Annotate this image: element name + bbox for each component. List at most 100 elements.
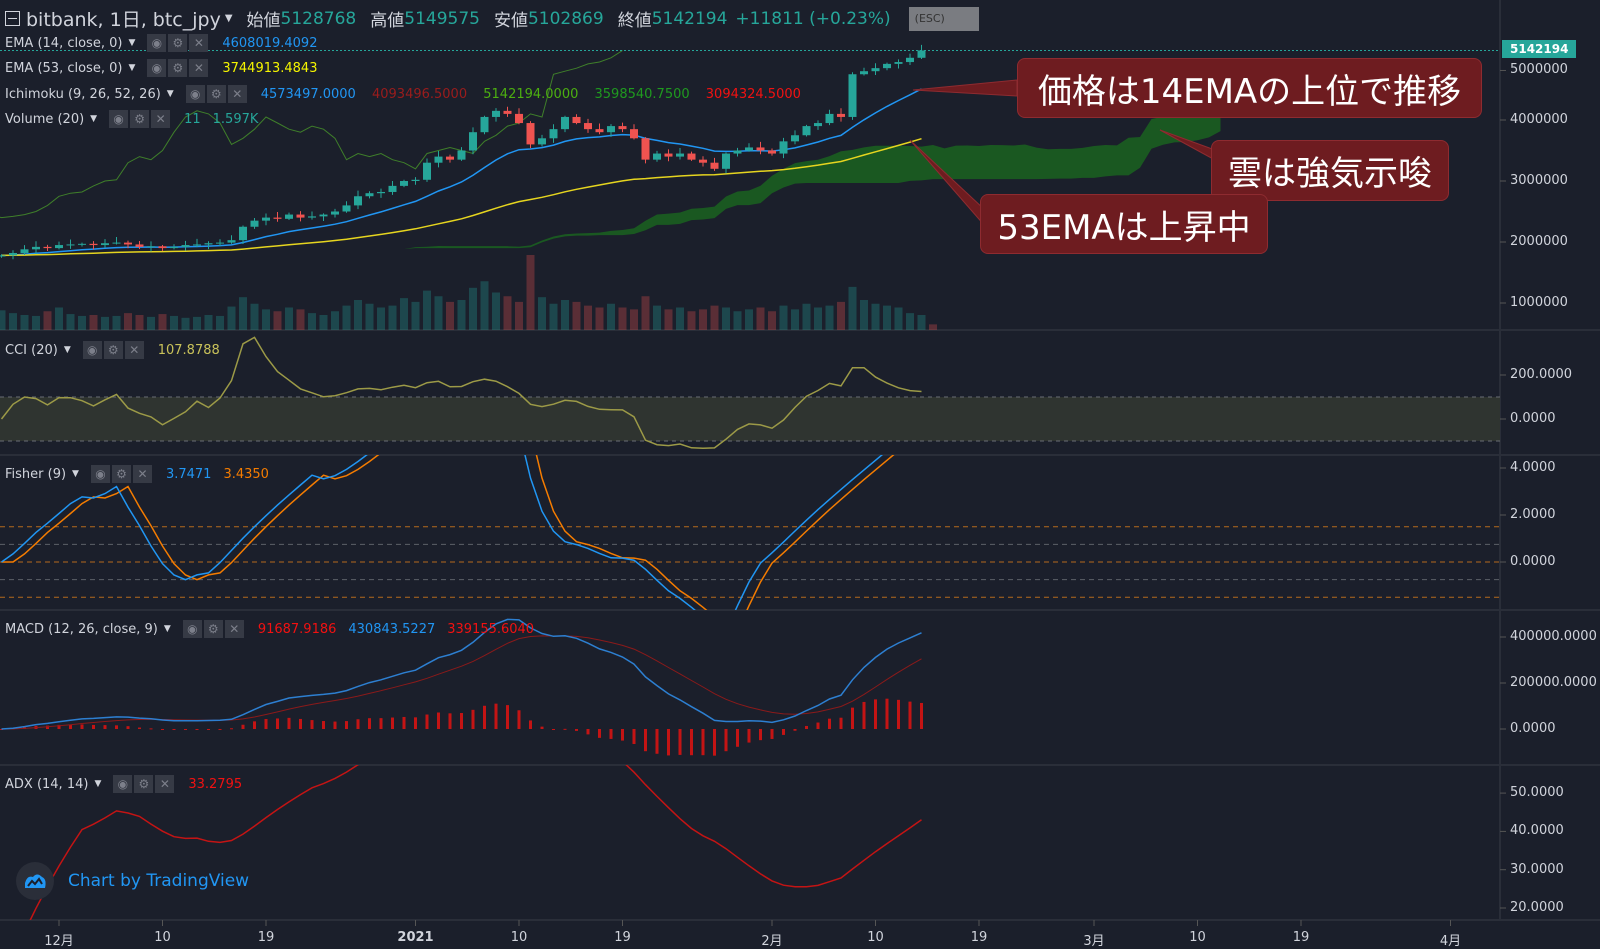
candle-body[interactable] — [917, 50, 926, 58]
candle-body[interactable] — [193, 244, 201, 246]
candle-body[interactable] — [492, 110, 500, 117]
candle-body[interactable] — [331, 211, 339, 215]
candle-body[interactable] — [618, 126, 627, 130]
candle-body[interactable] — [181, 245, 190, 247]
candle-body[interactable] — [365, 193, 374, 197]
candle-body[interactable] — [43, 246, 52, 249]
candle-body[interactable] — [147, 246, 155, 248]
gear-icon[interactable]: ⚙ — [103, 341, 123, 359]
chevron-down-icon[interactable]: ▼ — [72, 469, 79, 479]
candle-body[interactable] — [802, 126, 811, 136]
candle-body[interactable] — [664, 153, 673, 157]
candle-body[interactable] — [906, 57, 914, 63]
annotation-ema53-rising[interactable]: 53EMAは上昇中 — [980, 194, 1268, 254]
close-icon[interactable]: ✕ — [155, 775, 175, 793]
candle-body[interactable] — [549, 129, 558, 139]
candle-body[interactable] — [308, 216, 316, 218]
candle-body[interactable] — [687, 153, 696, 160]
candle-body[interactable] — [296, 214, 305, 218]
cci-pane[interactable] — [0, 336, 1500, 449]
candle-body[interactable] — [216, 242, 224, 244]
close-icon[interactable]: ✕ — [227, 85, 247, 103]
candle-body[interactable] — [503, 110, 512, 114]
candle-body[interactable] — [457, 150, 466, 160]
candle-body[interactable] — [894, 62, 903, 64]
candle-body[interactable] — [377, 191, 385, 194]
candle-body[interactable] — [239, 226, 247, 241]
candle-body[interactable] — [9, 252, 17, 256]
symbol-title[interactable]: bitbank, 1日, btc_jpy — [26, 9, 221, 31]
legend-cci[interactable]: CCI (20) ▼ ◉ ⚙ ✕ 107.8788 — [5, 341, 220, 359]
gear-icon[interactable]: ⚙ — [206, 85, 226, 103]
legend-ichimoku[interactable]: Ichimoku (9, 26, 52, 26) ▼ ◉ ⚙ ✕ 4573497.00… — [5, 85, 801, 103]
candle-body[interactable] — [515, 113, 523, 124]
chevron-down-icon[interactable]: ▼ — [166, 89, 174, 99]
adx-pane[interactable] — [2, 683, 922, 949]
chevron-down-icon[interactable]: ▼ — [163, 624, 171, 634]
candle-body[interactable] — [124, 242, 132, 245]
candle-body[interactable] — [20, 249, 29, 253]
candle-body[interactable] — [779, 141, 788, 154]
legend-ema14[interactable]: EMA (14, close, 0) ▼ ◉ ⚙ ✕ 4608019.4092 — [5, 34, 317, 52]
legend-macd[interactable]: MACD (12, 26, close, 9) ▼ ◉ ⚙ ✕ 91687.9186 4… — [5, 620, 534, 638]
eye-icon[interactable]: ◉ — [182, 620, 202, 638]
candle-body[interactable] — [791, 135, 799, 142]
candle-body[interactable] — [170, 246, 178, 249]
candle-body[interactable] — [446, 156, 454, 160]
candle-body[interactable] — [572, 116, 581, 124]
candle-body[interactable] — [227, 240, 236, 243]
candle-body[interactable] — [653, 153, 661, 160]
candle-body[interactable] — [262, 217, 270, 221]
candle-body[interactable] — [135, 244, 144, 247]
candle-body[interactable] — [768, 150, 776, 154]
candle-body[interactable] — [561, 116, 569, 130]
candle-body[interactable] — [400, 181, 408, 186]
candle-body[interactable] — [722, 153, 730, 169]
gear-icon[interactable]: ⚙ — [130, 110, 150, 128]
candle-body[interactable] — [745, 147, 753, 151]
candle-body[interactable] — [883, 63, 891, 69]
legend-volume[interactable]: Volume (20) ▼ ◉ ⚙ ✕ 11 1.597K — [5, 110, 258, 128]
eye-icon[interactable]: ◉ — [109, 110, 129, 128]
candle-body[interactable] — [676, 153, 684, 157]
gear-icon[interactable]: ⚙ — [168, 59, 188, 77]
eye-icon[interactable]: ◉ — [147, 34, 167, 52]
candle-body[interactable] — [526, 123, 535, 145]
close-icon[interactable]: ✕ — [151, 110, 171, 128]
candle-body[interactable] — [342, 205, 351, 212]
candle-body[interactable] — [871, 68, 880, 72]
candle-body[interactable] — [112, 242, 121, 244]
tradingview-watermark[interactable]: Chart by TradingView — [16, 862, 249, 900]
candle-body[interactable] — [204, 243, 213, 245]
gear-icon[interactable]: ⚙ — [203, 620, 223, 638]
annotation-price-above-ema14[interactable]: 価格は14EMAの上位で推移 — [1017, 58, 1482, 118]
candle-body[interactable] — [584, 123, 592, 130]
candle-body[interactable] — [66, 244, 75, 246]
candle-body[interactable] — [78, 243, 86, 245]
eye-icon[interactable]: ◉ — [90, 465, 110, 483]
candle-body[interactable] — [814, 123, 822, 127]
candle-body[interactable] — [55, 245, 63, 249]
candle-body[interactable] — [388, 185, 397, 192]
candle-body[interactable] — [630, 129, 638, 139]
legend-fisher[interactable]: Fisher (9) ▼ ◉ ⚙ ✕ 3.7471 3.4350 — [5, 465, 269, 483]
candle-body[interactable] — [607, 126, 615, 133]
macd-pane[interactable] — [0, 618, 923, 756]
candle-body[interactable] — [641, 138, 650, 160]
candle-body[interactable] — [699, 159, 707, 163]
candle-body[interactable] — [411, 179, 420, 181]
gear-icon[interactable]: ⚙ — [168, 34, 188, 52]
legend-adx[interactable]: ADX (14, 14) ▼ ◉ ⚙ ✕ 33.2795 — [5, 775, 242, 793]
candle-body[interactable] — [434, 156, 443, 163]
candle-body[interactable] — [825, 113, 834, 124]
fisher-pane[interactable] — [0, 384, 1500, 631]
exit-replay-tooltip[interactable]: (ESC) — [908, 6, 979, 31]
candle-body[interactable] — [469, 132, 477, 151]
candle-body[interactable] — [480, 116, 489, 133]
close-icon[interactable]: ✕ — [189, 34, 209, 52]
candle-body[interactable] — [756, 147, 765, 151]
close-icon[interactable]: ✕ — [132, 465, 152, 483]
candle-body[interactable] — [595, 129, 604, 133]
candle-body[interactable] — [250, 220, 259, 227]
close-icon[interactable]: ✕ — [189, 59, 209, 77]
